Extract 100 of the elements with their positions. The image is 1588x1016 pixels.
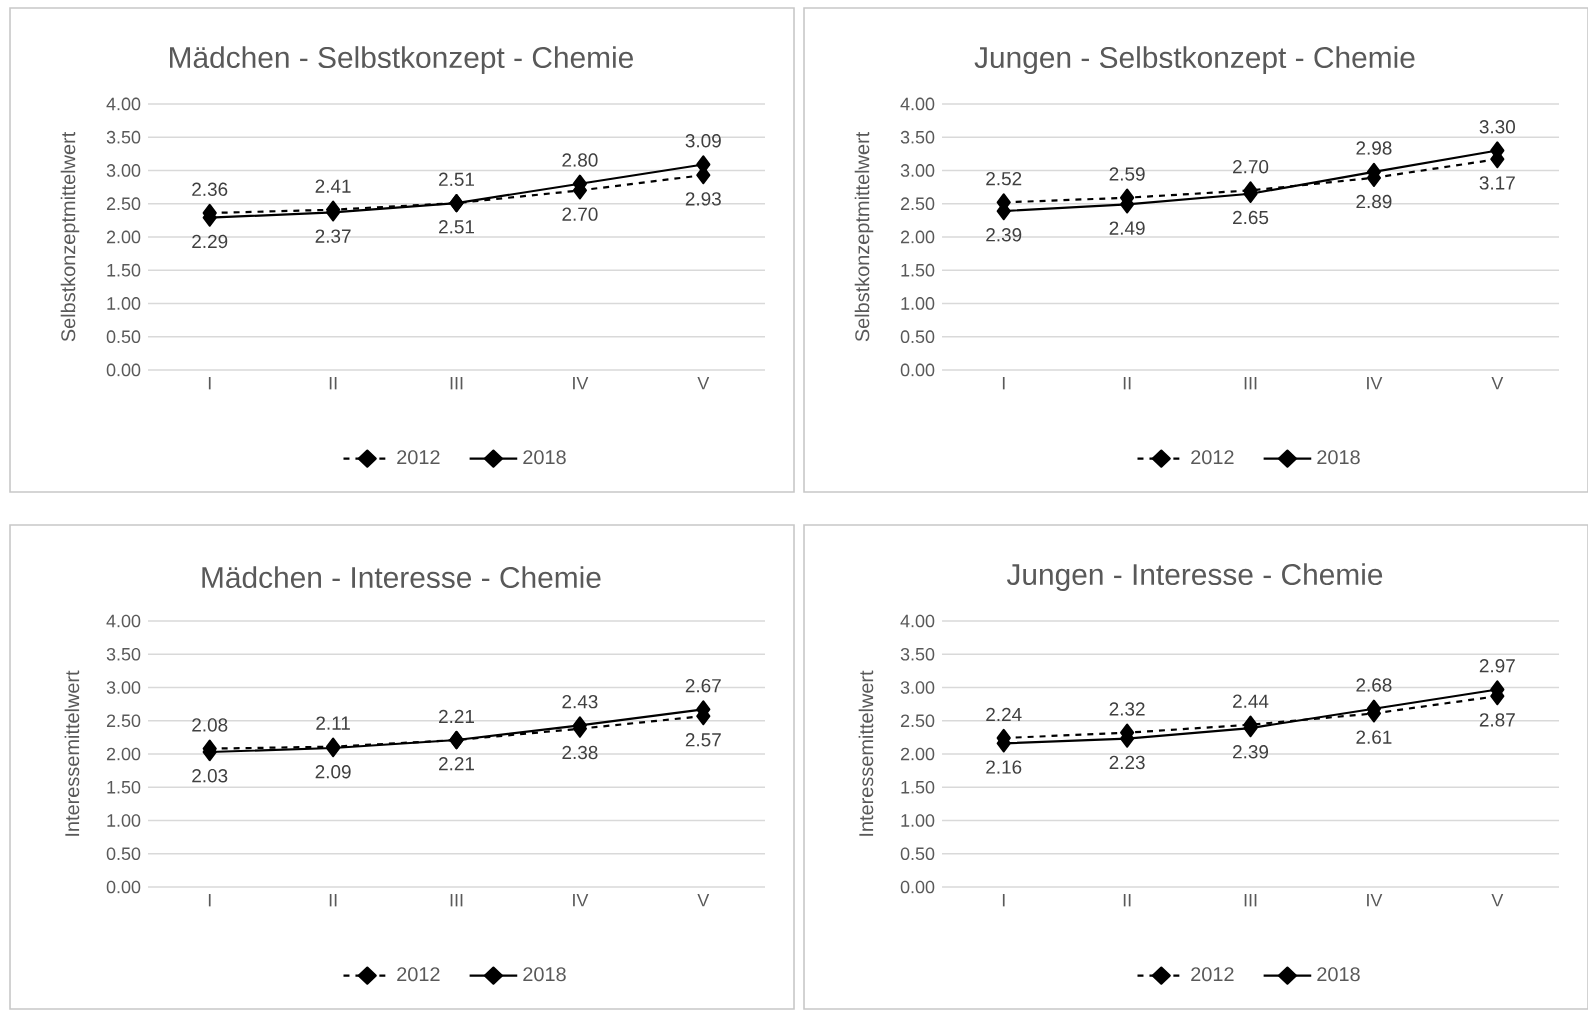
y-axis-title: Selbstkonzeptmittelwert (854, 131, 874, 342)
x-tick-label: I (208, 894, 211, 907)
legend-label: 2018 (523, 967, 566, 982)
data-label: 2.89 (1356, 194, 1392, 209)
y-tick-label: 2.00 (106, 230, 141, 244)
y-tick-label: 0.50 (106, 330, 141, 344)
data-label: 2.52 (986, 171, 1022, 186)
data-label: 2.32 (1109, 702, 1145, 716)
data-label: 3.17 (1479, 176, 1515, 190)
x-tick-label: V (697, 894, 710, 907)
x-tick-label: II (1123, 377, 1131, 390)
x-tick-label: III (1244, 377, 1257, 390)
y-tick-label: 4.00 (900, 97, 935, 111)
y-tick-label: 3.00 (900, 164, 935, 177)
x-tick-label: II (329, 377, 337, 390)
y-tick-label: 3.00 (106, 681, 141, 694)
data-label: 2.09 (315, 765, 351, 779)
y-tick-label: 2.50 (106, 714, 141, 728)
data-label: 2.70 (1233, 159, 1269, 174)
y-tick-label: 0.00 (106, 363, 141, 377)
data-label: 2.97 (1479, 659, 1515, 673)
y-tick-label: 0.00 (106, 880, 141, 894)
chart-title: Jungen - Interesse - Chemie (1006, 563, 1383, 592)
data-label: 2.51 (439, 220, 474, 234)
y-tick-label: 2.50 (106, 197, 141, 211)
y-tick-label: 3.50 (900, 647, 935, 661)
data-label: 2.44 (1233, 694, 1269, 708)
x-tick-label: III (450, 377, 463, 390)
data-label: 2.41 (315, 179, 351, 193)
x-tick-label: V (697, 377, 710, 390)
y-tick-label: 1.50 (107, 263, 141, 277)
data-label: 2.43 (562, 694, 598, 709)
data-label: 2.21 (439, 709, 474, 723)
x-tick-label: III (1244, 894, 1257, 907)
y-tick-label: 3.00 (106, 164, 141, 177)
data-label: 2.68 (1356, 678, 1392, 692)
x-tick-label: II (329, 894, 337, 907)
data-label: 2.70 (562, 207, 598, 221)
data-label: 2.11 (316, 716, 350, 730)
data-label: 2.98 (1356, 141, 1392, 155)
data-label: 2.36 (192, 182, 228, 196)
data-label: 2.16 (986, 760, 1022, 774)
data-label: 2.67 (685, 678, 721, 693)
x-tick-label: IV (573, 894, 589, 907)
y-tick-label: 3.50 (106, 647, 141, 661)
y-tick-label: 4.00 (106, 614, 141, 628)
y-tick-label: 1.50 (901, 780, 935, 794)
x-tick-label: IV (1367, 377, 1383, 390)
data-label: 2.87 (1479, 713, 1515, 727)
data-label: 2.39 (1233, 745, 1269, 759)
data-label: 2.38 (562, 745, 598, 760)
data-label: 2.61 (1356, 730, 1392, 744)
data-label: 2.57 (685, 733, 721, 747)
y-tick-label: 1.00 (107, 297, 141, 310)
y-tick-label: 1.00 (107, 814, 141, 827)
legend-label: 2018 (523, 450, 566, 465)
y-tick-label: 1.50 (107, 780, 141, 794)
data-label: 2.23 (1109, 755, 1145, 770)
data-label: 2.51 (439, 172, 474, 187)
data-label: 3.30 (1479, 120, 1515, 134)
y-tick-label: 4.00 (900, 614, 935, 628)
legend-label: 2018 (1317, 450, 1360, 465)
data-label: 2.24 (986, 707, 1022, 721)
y-tick-label: 0.00 (900, 363, 935, 377)
y-tick-label: 2.00 (900, 230, 935, 244)
legend-label: 2012 (397, 967, 440, 982)
x-tick-label: I (208, 377, 211, 390)
data-label: 2.21 (439, 757, 474, 771)
x-tick-label: V (1491, 377, 1504, 390)
chart-title: Mädchen - Selbstkonzept - Chemie (170, 46, 633, 75)
y-tick-label: 3.50 (106, 130, 141, 144)
y-axis-title: Interessemittelwert (64, 670, 80, 836)
x-tick-label: III (450, 894, 463, 907)
chart-title: Mädchen - Interesse - Chemie (202, 566, 601, 589)
y-tick-label: 3.50 (900, 130, 935, 144)
y-tick-label: 0.00 (900, 880, 935, 894)
legend-label: 2012 (1191, 967, 1234, 982)
y-tick-label: 2.00 (900, 747, 935, 761)
x-tick-label: II (1123, 894, 1131, 907)
y-tick-label: 1.50 (901, 263, 935, 277)
x-tick-label: V (1491, 894, 1504, 907)
data-label: 2.59 (1109, 167, 1145, 181)
y-tick-label: 1.00 (901, 814, 935, 827)
data-label: 2.37 (315, 229, 351, 243)
y-tick-label: 0.50 (900, 847, 935, 861)
data-label: 2.65 (1233, 210, 1269, 225)
data-label: 2.80 (562, 153, 598, 167)
data-label: 2.93 (685, 192, 721, 206)
y-axis-title: Selbstkonzeptmittelwert (60, 131, 80, 342)
legend-label: 2012 (397, 450, 440, 465)
data-label: 2.29 (192, 234, 228, 249)
y-tick-label: 3.00 (900, 681, 935, 694)
legend-label: 2018 (1317, 967, 1360, 982)
x-tick-label: I (1002, 894, 1005, 907)
y-tick-label: 4.00 (106, 97, 141, 111)
data-label: 2.49 (1109, 221, 1145, 235)
x-tick-label: IV (573, 377, 589, 390)
data-label: 2.08 (192, 718, 228, 732)
y-tick-label: 2.00 (106, 747, 141, 761)
data-label: 3.09 (685, 134, 721, 148)
